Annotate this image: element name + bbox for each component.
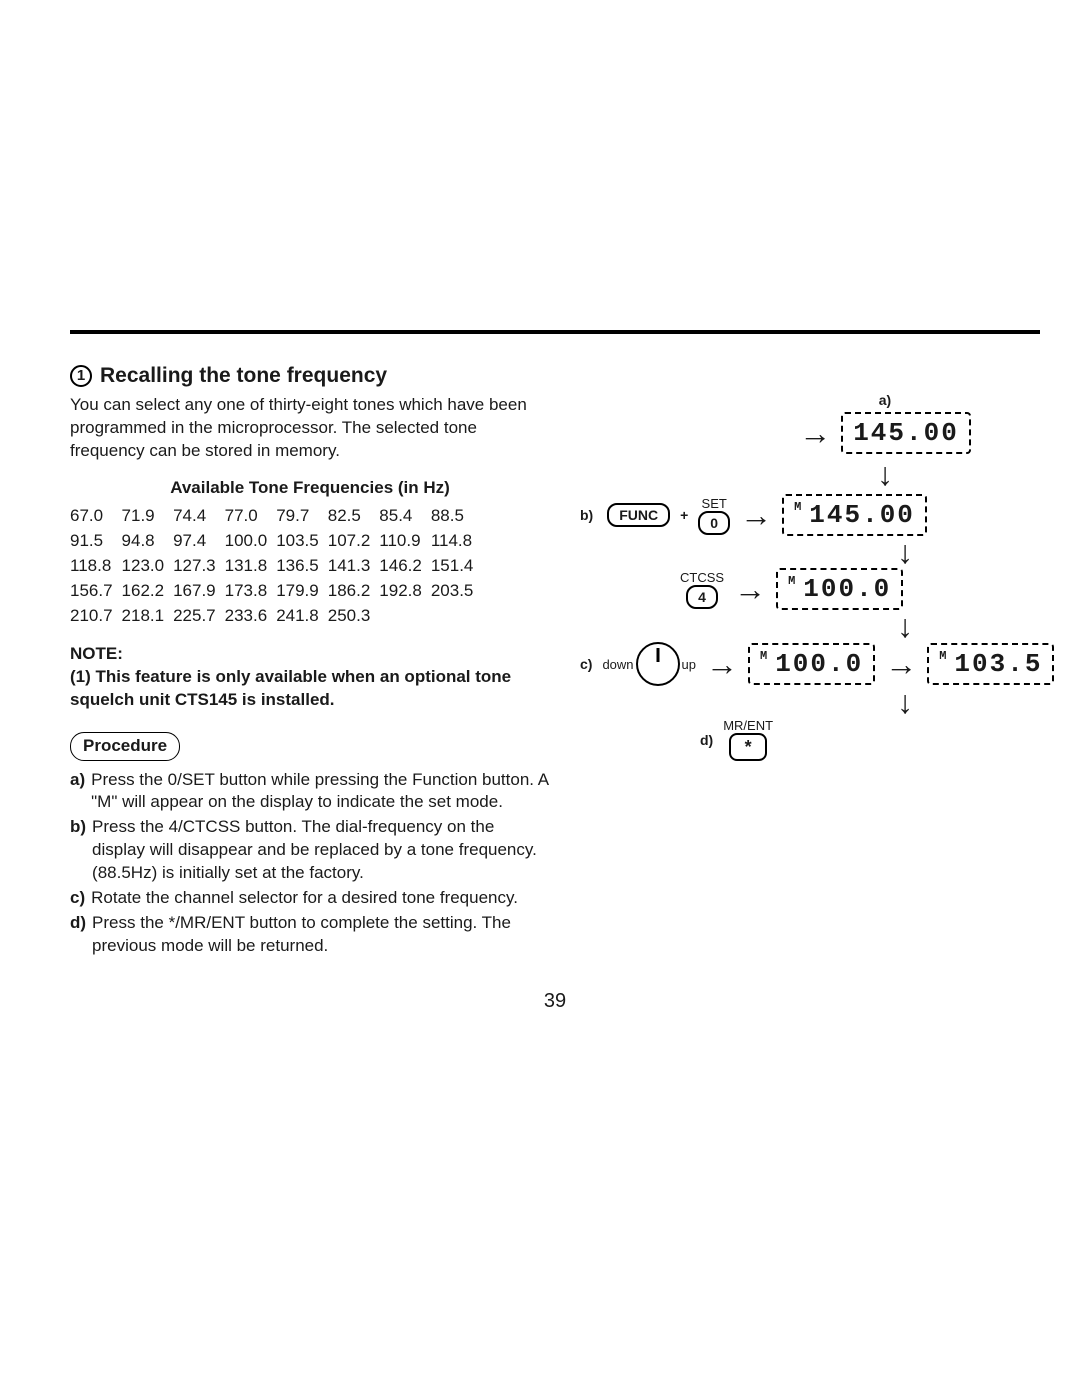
key-4-ctcss[interactable]: 4: [686, 585, 718, 609]
frequency-table: 67.071.974.477.079.782.585.488.5 91.594.…: [70, 504, 482, 629]
hr-rule: [70, 330, 1040, 334]
diag-label-c: c): [580, 656, 592, 672]
mrent-label: MR/ENT: [723, 718, 773, 733]
diagram-column: a) → 145.00 ↓ b) FUNC + SET 0: [580, 362, 1040, 960]
channel-knob[interactable]: [636, 642, 680, 686]
lcd-ctcss: M100.0: [776, 568, 903, 610]
section-title: Recalling the tone frequency: [100, 362, 387, 390]
lcd-b: M145.00: [782, 494, 927, 536]
note-heading: NOTE:: [70, 643, 550, 666]
procedure-steps: a)Press the 0/SET button while pressing …: [70, 769, 550, 959]
diag-label-a: a): [879, 392, 891, 408]
down-label: down: [602, 657, 633, 672]
intro-text: You can select any one of thirty-eight t…: [70, 394, 550, 463]
lcd-c1: M100.0: [748, 643, 875, 685]
note-body: (1) This feature is only available when …: [70, 666, 550, 712]
key-0-set[interactable]: 0: [698, 511, 730, 535]
ctcss-label: CTCSS: [680, 570, 724, 585]
table-caption: Available Tone Frequencies (in Hz): [70, 477, 550, 500]
arrow-right-icon: →: [885, 648, 917, 680]
arrow-right-icon: →: [740, 499, 772, 531]
diag-label-d: d): [700, 732, 713, 748]
set-label: SET: [702, 496, 727, 511]
arrow-down-icon: ↓: [897, 610, 913, 642]
step-d: d)Press the */MR/ENT button to complete …: [70, 912, 550, 958]
up-label: up: [682, 657, 696, 672]
arrow-right-icon: →: [799, 417, 831, 449]
func-button[interactable]: FUNC: [607, 503, 670, 527]
page-number: 39: [70, 990, 1040, 1013]
plus-label: +: [680, 507, 688, 523]
arrow-right-icon: →: [706, 648, 738, 680]
step-c: c)Rotate the channel selector for a desi…: [70, 887, 550, 910]
arrow-down-icon: ↓: [897, 536, 913, 568]
procedure-label: Procedure: [70, 732, 180, 761]
step-b: b)Press the 4/CTCSS button. The dial-fre…: [70, 816, 550, 885]
lcd-a: 145.00: [841, 412, 971, 454]
arrow-right-icon: →: [734, 573, 766, 605]
arrow-down-icon: ↓: [897, 686, 913, 718]
key-star-mrent[interactable]: *: [729, 733, 767, 761]
diag-label-b: b): [580, 507, 593, 523]
step-a: a)Press the 0/SET button while pressing …: [70, 769, 550, 815]
lcd-c2: M103.5: [927, 643, 1054, 685]
arrow-down-icon: ↓: [877, 458, 893, 490]
section-number: 1: [70, 365, 92, 387]
left-column: 1 Recalling the tone frequency You can s…: [70, 362, 550, 960]
